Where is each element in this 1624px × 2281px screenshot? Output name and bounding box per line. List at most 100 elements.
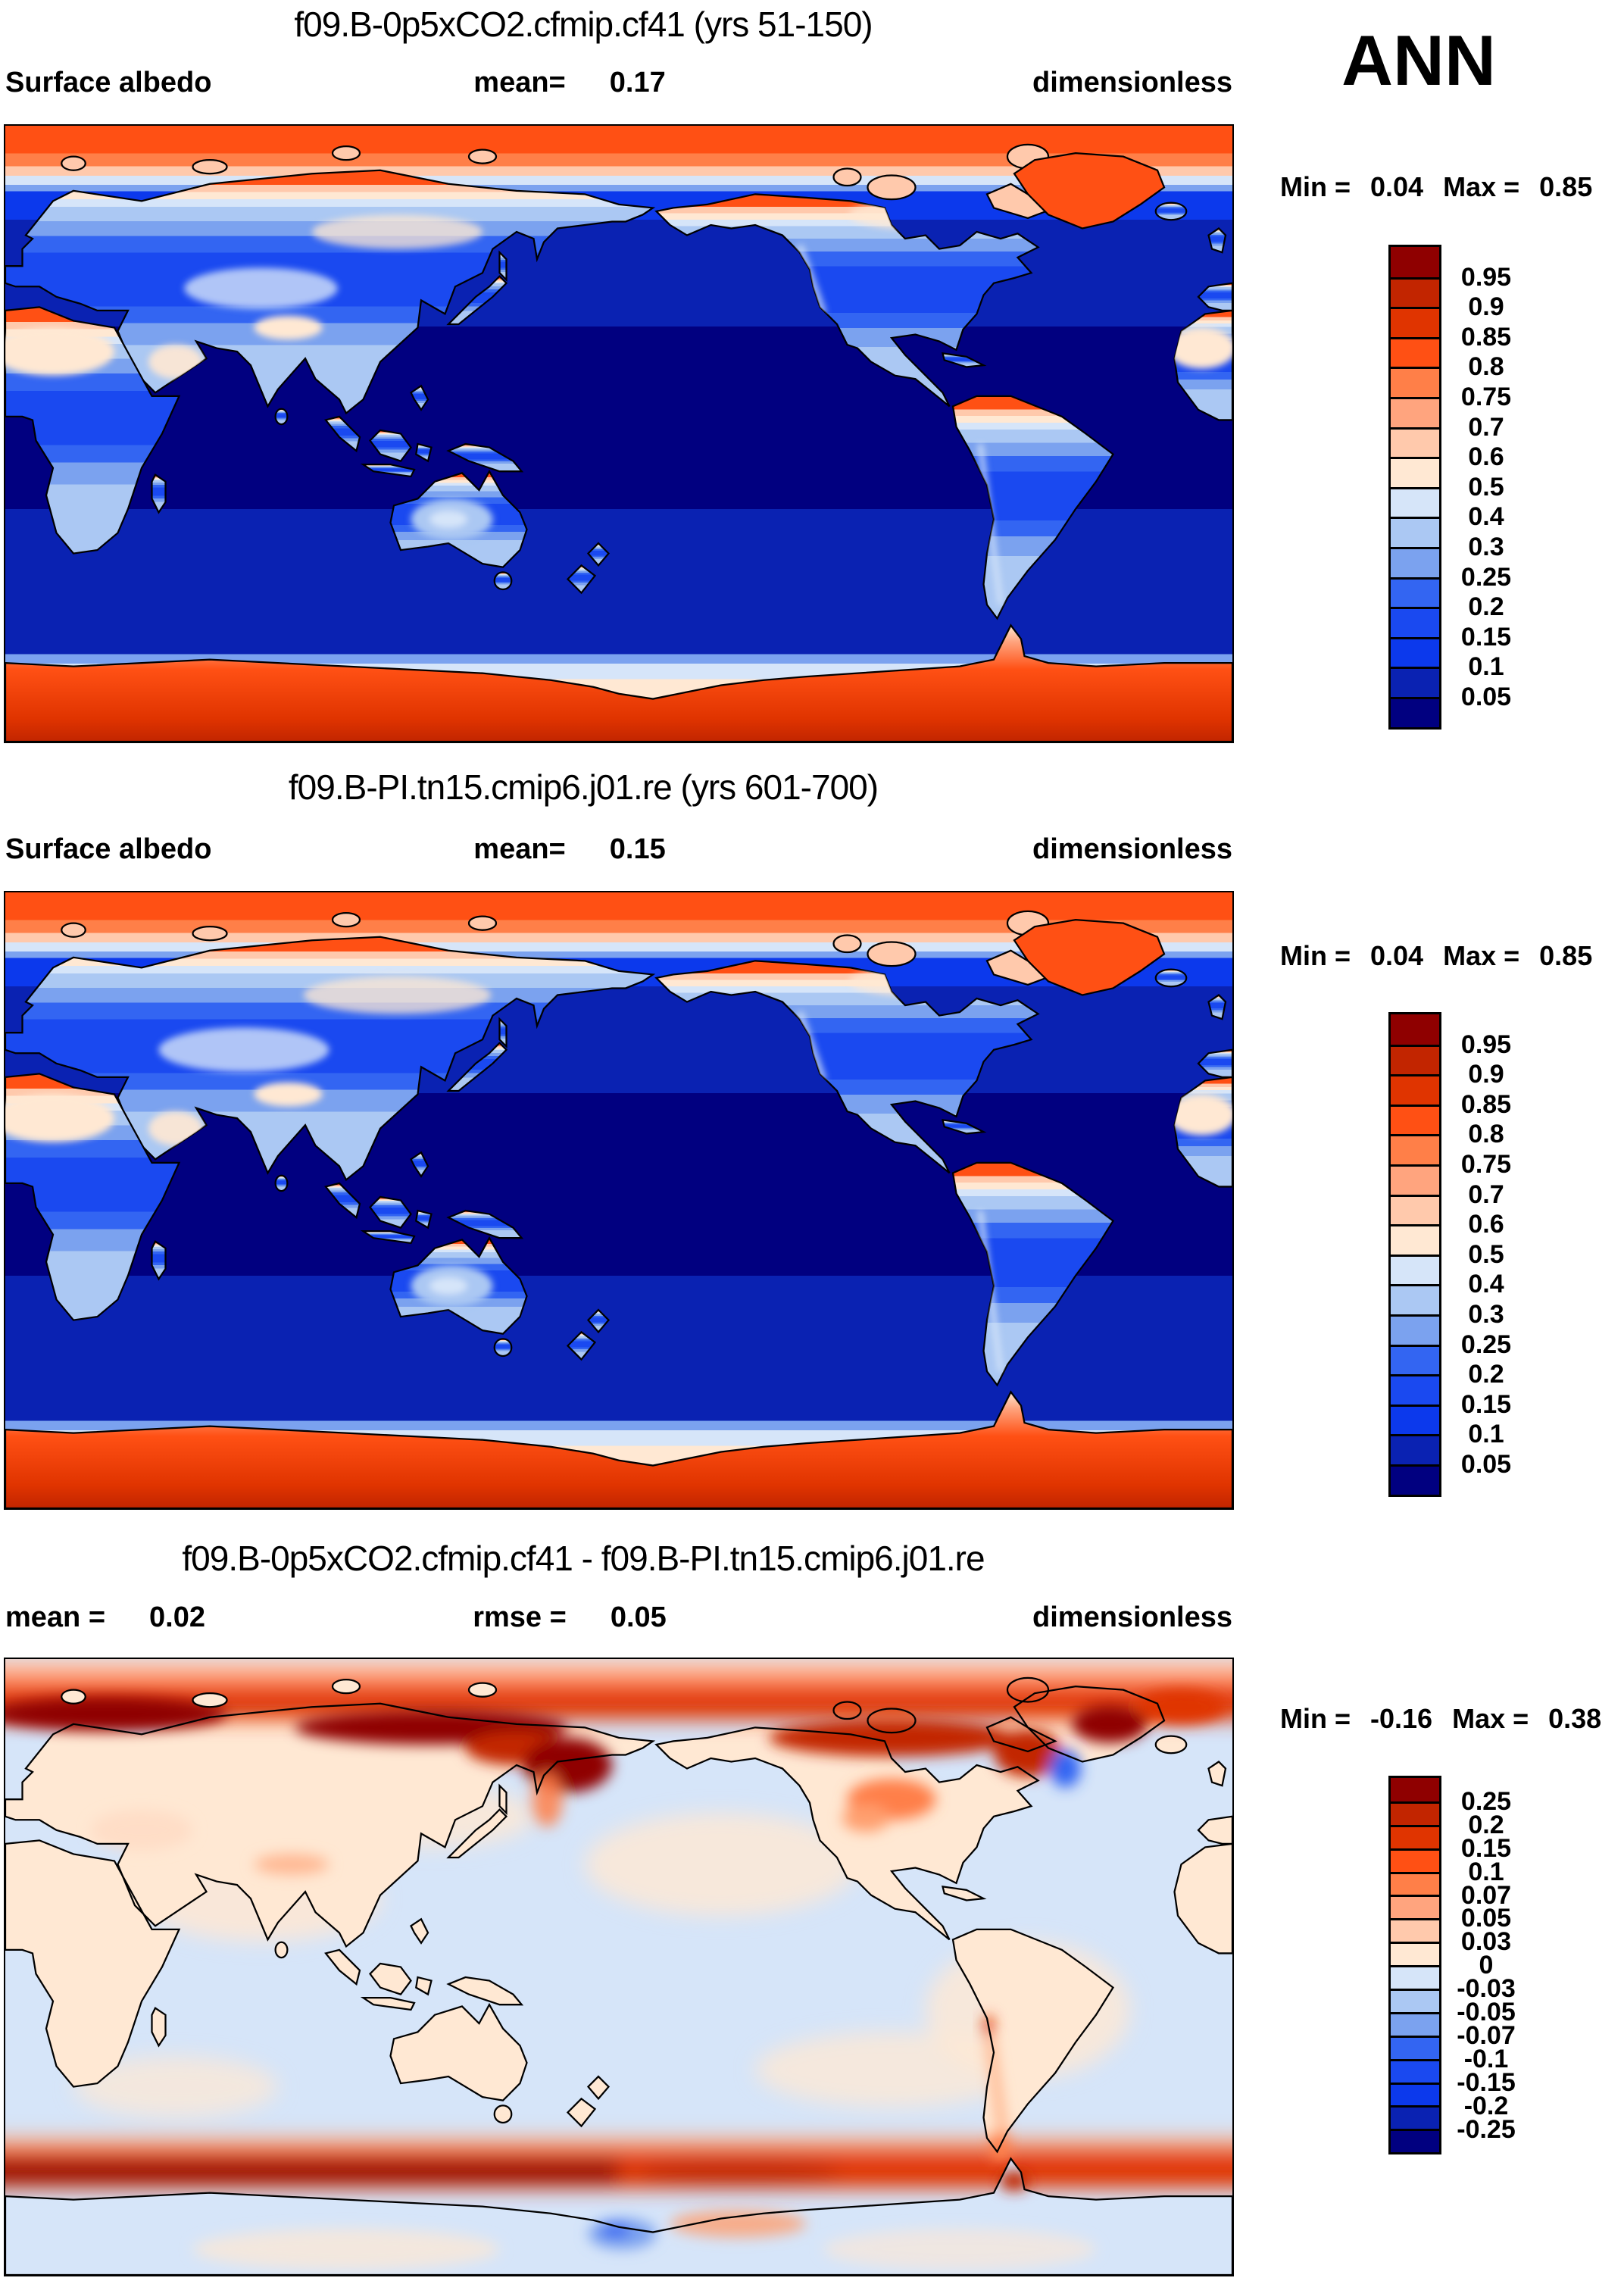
colorbar-segment (1391, 667, 1439, 697)
panel3-rmse-stat: rmse = 0.05 (473, 1601, 667, 1633)
colorbar-tick-label: 0.4 (1468, 502, 1504, 532)
colorbar-segment (1391, 576, 1439, 608)
colorbar-tick-label: 0.5 (1468, 472, 1504, 502)
colorbar-tick-label: 0.1 (1468, 1420, 1504, 1449)
colorbar-segment (1391, 1314, 1439, 1345)
panel1-variable-label: Surface albedo (5, 67, 212, 98)
colorbar-tick-label: 0.3 (1468, 1300, 1504, 1329)
colorbar-tick-label: -0.25 (1457, 2114, 1516, 2144)
colorbar-tick-label: 0 (1479, 1951, 1494, 1980)
colorbar-segment (1391, 1254, 1439, 1285)
max-label: Max = (1443, 940, 1520, 971)
colorbar-segment (1391, 2082, 1439, 2106)
max-label: Max = (1452, 1703, 1529, 1734)
colorbar-tick-label: 0.95 (1460, 1030, 1512, 1059)
colorbar-segment (1391, 1871, 1439, 1895)
colorbar-tick-label: 0.2 (1468, 1360, 1504, 1389)
colorbar-tick-label: 0.05 (1460, 1904, 1512, 1933)
colorbar-segment (1391, 486, 1439, 517)
map-panel2-surface-albedo (4, 891, 1234, 1510)
panel2-mean-stat: mean= 0.15 (473, 833, 666, 865)
panel3-minmax-row: Min = -0.16 Max = 0.38 (1280, 1703, 1601, 1735)
max-value: 0.85 (1539, 171, 1593, 202)
colorbar-tick-label: 0.85 (1460, 322, 1512, 352)
colorbar-tick-label: 0.15 (1460, 622, 1512, 651)
colorbar-tick-label: -0.15 (1457, 2067, 1516, 2097)
colorbar-tick-label: 0.95 (1460, 262, 1512, 292)
colorbar-segment (1391, 307, 1439, 337)
colorbar-segment (1391, 2105, 1439, 2129)
colorbar-segment (1391, 1224, 1439, 1255)
panel2-colorbar (1388, 1012, 1441, 1497)
panel3-title: f09.B-0p5xCO2.cfmip.cf41 - f09.B-PI.tn15… (182, 1539, 985, 1578)
colorbar-tick-label: 0.75 (1460, 383, 1512, 411)
colorbar-segment (1391, 2058, 1439, 2083)
min-value: 0.04 (1370, 171, 1424, 202)
colorbar-segment (1391, 1284, 1439, 1314)
panel1-units-label: dimensionless (1032, 67, 1232, 98)
colorbar-tick-label: 0.9 (1468, 292, 1504, 322)
colorbar-segment (1391, 607, 1439, 637)
colorbar-segment (1391, 1344, 1439, 1375)
min-label: Min = (1280, 940, 1351, 971)
colorbar-segment (1391, 1942, 1439, 1966)
colorbar-segment (1391, 2129, 1439, 2153)
panel1-subtitle-row: Surface albedo mean= 0.17 dimensionless (0, 67, 1624, 102)
colorbar-tick-label: 0.2 (1468, 1810, 1504, 1839)
panel2-variable-label: Surface albedo (5, 833, 212, 865)
colorbar-segment (1391, 517, 1439, 547)
colorbar-segment (1391, 1014, 1439, 1045)
colorbar-segment (1391, 1104, 1439, 1135)
panel3-subtitle-row: mean = 0.02 rmse = 0.05 dimensionless (0, 1601, 1624, 1636)
min-label: Min = (1280, 171, 1351, 202)
colorbar-tick-label: 0.07 (1460, 1880, 1512, 1910)
map-panel1-surface-albedo (4, 124, 1234, 743)
colorbar-tick-label: 0.05 (1460, 1450, 1512, 1479)
colorbar-tick-label: 0.6 (1468, 1210, 1504, 1239)
colorbar-tick-label: 0.25 (1460, 562, 1512, 592)
panel3-colorbar-labels: 0.25 0.2 0.15 0.1 0.07 0.05 0.03 0 -0.03 -0.05 -0.… (1441, 1776, 1531, 2154)
colorbar-segment (1391, 2035, 1439, 2059)
panel1-minmax-row: Min = 0.04 Max = 0.85 (1280, 171, 1592, 203)
colorbar-tick-label: 0.15 (1460, 1833, 1512, 1863)
panel1-colorbar (1388, 245, 1441, 730)
colorbar-tick-label: 0.05 (1460, 683, 1512, 711)
colorbar-segment (1391, 247, 1439, 277)
colorbar-tick-label: 0.25 (1460, 1330, 1512, 1359)
colorbar-tick-label: 0.5 (1468, 1239, 1504, 1269)
colorbar-segment (1391, 1989, 1439, 2012)
colorbar-segment (1391, 1134, 1439, 1164)
colorbar-segment (1391, 457, 1439, 487)
panel2-subtitle-row: Surface albedo mean= 0.15 dimensionless (0, 833, 1624, 868)
colorbar-tick-label: -0.05 (1457, 1998, 1516, 2026)
colorbar-tick-label: 0.6 (1468, 442, 1504, 472)
colorbar-tick-label: 0.4 (1468, 1270, 1504, 1299)
southern-ocean-warming-band (5, 2014, 1232, 2188)
colorbar-tick-label: -0.1 (1463, 2044, 1509, 2073)
colorbar-segment (1391, 396, 1439, 427)
panel1-colorbar-labels: 0.95 0.9 0.85 0.8 0.75 0.7 0.6 0.5 0.4 0.3 0.25 0.2… (1441, 245, 1531, 730)
season-label: ANN (1341, 20, 1496, 100)
colorbar-segment (1391, 1464, 1439, 1495)
colorbar-tick-label: 0.1 (1468, 652, 1504, 682)
colorbar-segment (1391, 1965, 1439, 1989)
panel2-units-label: dimensionless (1032, 833, 1232, 865)
colorbar-tick-label: -0.2 (1463, 2091, 1509, 2120)
colorbar-tick-label: 0.8 (1468, 352, 1504, 382)
colorbar-tick-label: 0.7 (1468, 412, 1504, 442)
colorbar-segment (1391, 1918, 1439, 1942)
colorbar-segment (1391, 636, 1439, 667)
colorbar-tick-label: 0.7 (1468, 1180, 1504, 1209)
panel1-mean-stat: mean= 0.17 (473, 67, 666, 98)
colorbar-tick-label: 0.1 (1468, 1857, 1504, 1886)
colorbar-segment (1391, 696, 1439, 727)
colorbar-segment (1391, 1164, 1439, 1195)
colorbar-segment (1391, 1801, 1439, 1825)
colorbar-tick-label: -0.03 (1457, 1974, 1516, 2004)
panel1-title: f09.B-0p5xCO2.cfmip.cf41 (yrs 51-150) (294, 5, 873, 44)
colorbar-segment (1391, 2011, 1439, 2036)
land-albedo-patches (5, 966, 1232, 1372)
colorbar-segment (1391, 1044, 1439, 1075)
colorbar-segment (1391, 1434, 1439, 1464)
colorbar-segment (1391, 1074, 1439, 1105)
